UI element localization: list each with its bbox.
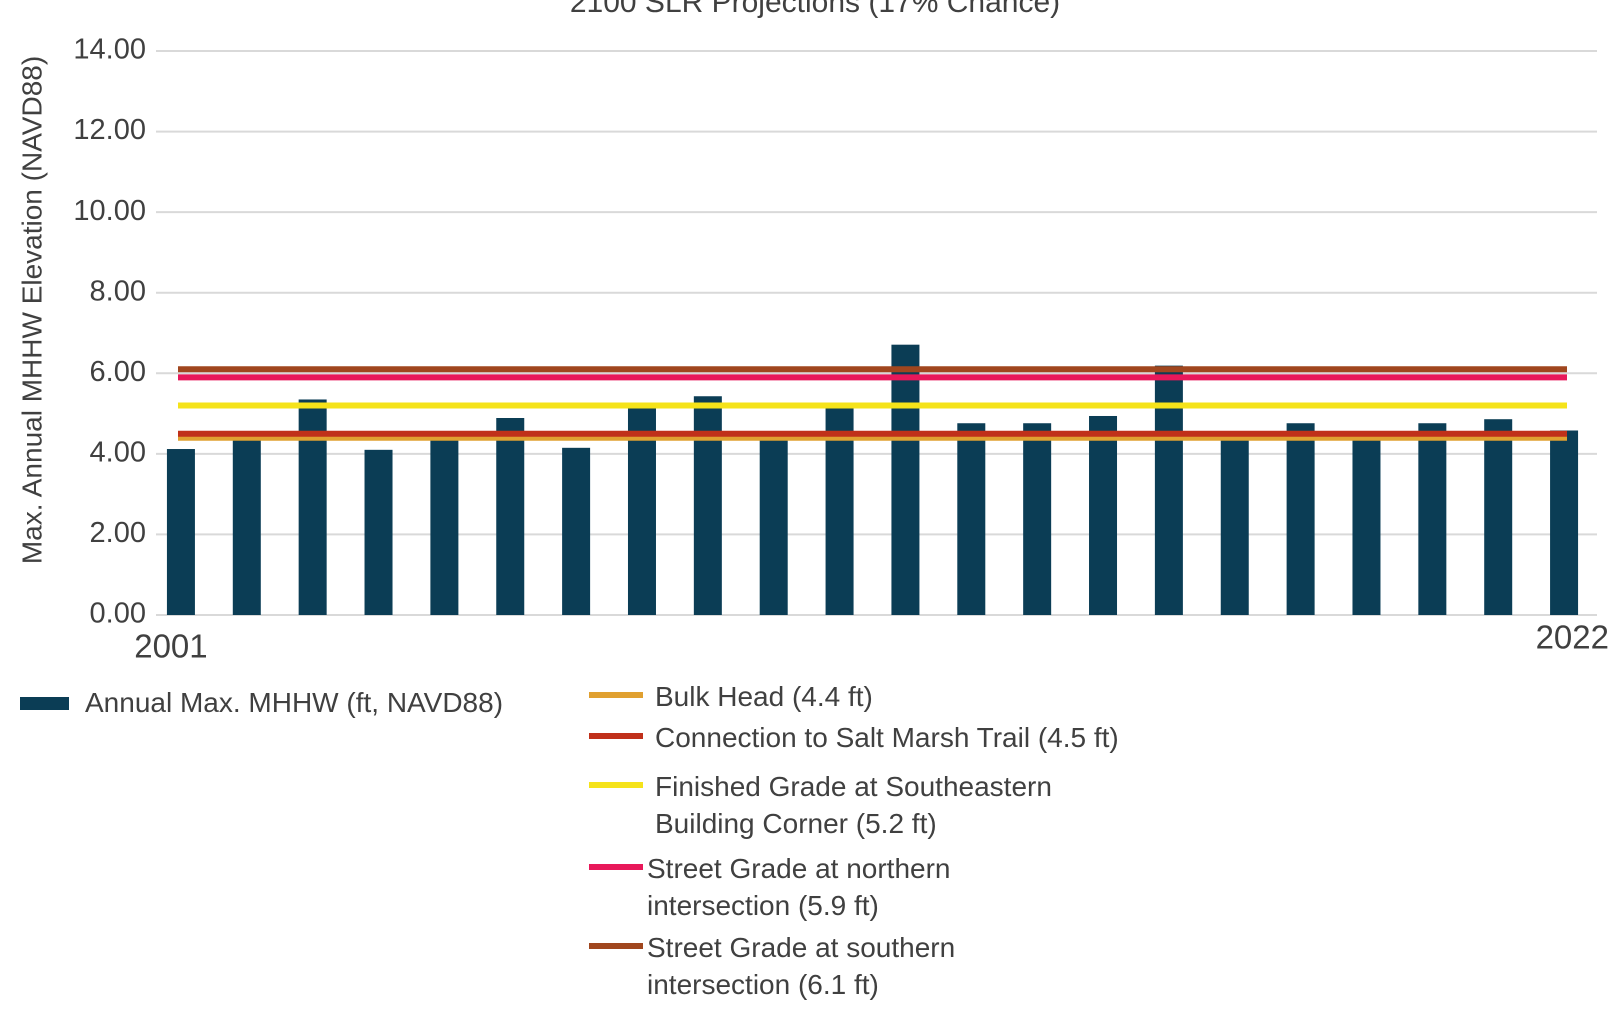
legend-item: Annual Max. MHHW (ft, NAVD88) (20, 684, 503, 721)
bar (957, 423, 986, 615)
y-tick-label: 2.00 (90, 517, 146, 549)
legend-item: Bulk Head (4.4 ft) (589, 678, 1189, 715)
bar (166, 449, 195, 615)
legend-item: Street Grade at southern intersection (6… (589, 929, 1189, 1003)
legend-swatch (589, 864, 643, 870)
bar (364, 449, 393, 615)
legend-label: Bulk Head (4.4 ft) (655, 681, 873, 712)
legend-label: Annual Max. MHHW (ft, NAVD88) (85, 687, 504, 718)
bar (496, 418, 525, 615)
y-axis-title: Max. Annual MHHW Elevation (NAVD88) (16, 56, 47, 564)
bar (1550, 430, 1579, 615)
legend-label: Finished Grade at Southeastern Building … (655, 771, 1052, 839)
legend-item: Connection to Salt Marsh Trail (4.5 ft) (589, 719, 1189, 756)
bar (1220, 437, 1249, 615)
legend-swatch (589, 782, 643, 788)
chart-title: 2100 SLR Projections (17% Chance) (570, 0, 1060, 19)
bar (693, 396, 722, 615)
x-tick-label: 2001 (134, 628, 207, 665)
legend-item: Finished Grade at Southeastern Building … (589, 768, 1189, 842)
bar (562, 447, 591, 615)
legend-label: Connection to Salt Marsh Trail (4.5 ft) (655, 722, 1119, 753)
bar (759, 437, 788, 615)
bar (1023, 423, 1052, 615)
legend-item: Street Grade at northern intersection (5… (589, 850, 1189, 924)
x-tick-label: 2022 (1536, 619, 1609, 656)
bar (430, 437, 459, 615)
legend-swatch (20, 697, 69, 710)
legend-label: Street Grade at southern intersection (6… (647, 932, 956, 1000)
bar (891, 344, 920, 615)
y-tick-label: 4.00 (90, 437, 146, 469)
y-tick-label: 14.00 (73, 34, 146, 66)
y-tick-label: 6.00 (90, 356, 146, 388)
legend-swatch (589, 692, 643, 698)
legend-label: Street Grade at northern intersection (5… (647, 853, 951, 921)
bar (1286, 423, 1315, 615)
y-tick-label: 0.00 (90, 598, 146, 630)
legend-swatch (589, 943, 643, 949)
y-tick-label: 8.00 (90, 275, 146, 307)
bar (1352, 437, 1381, 615)
bar (1418, 423, 1447, 615)
bar (232, 437, 261, 615)
bar (1484, 419, 1513, 615)
y-tick-label: 12.00 (73, 114, 146, 146)
bar (1089, 415, 1118, 615)
legend-swatch (589, 733, 643, 739)
y-tick-label: 10.00 (73, 195, 146, 227)
